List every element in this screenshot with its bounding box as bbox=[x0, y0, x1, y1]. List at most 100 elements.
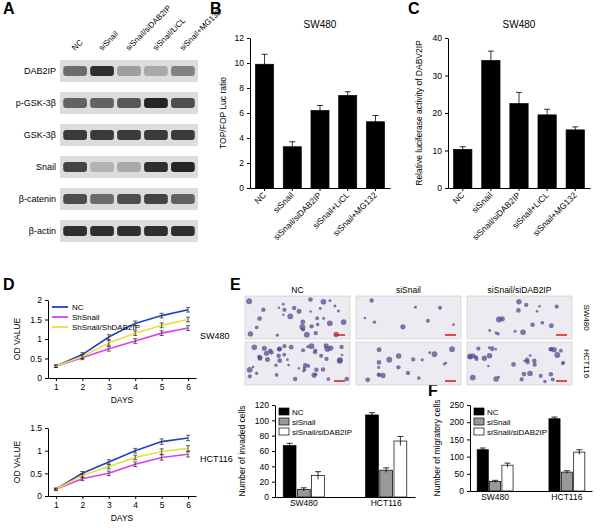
x-axis-tick-mark bbox=[347, 188, 348, 191]
legend-item: NC bbox=[474, 408, 499, 417]
cell bbox=[490, 346, 495, 351]
y-axis-tick: 20 bbox=[260, 477, 275, 487]
micrograph-field bbox=[245, 342, 350, 385]
error-line bbox=[135, 462, 136, 467]
x-axis-tick-label: siSnail+MG132 bbox=[531, 190, 579, 238]
error-cap bbox=[107, 345, 111, 346]
error-cap bbox=[186, 330, 190, 331]
x-axis-tick-label: 4 bbox=[133, 500, 138, 510]
micrograph bbox=[356, 342, 461, 385]
x-axis-tick: HCT116 bbox=[551, 491, 582, 502]
y-axis-tick-mark bbox=[247, 188, 250, 189]
error-cap bbox=[186, 457, 190, 458]
x-axis-tick: 4 bbox=[133, 378, 138, 392]
blot-band bbox=[144, 194, 168, 204]
error-cap bbox=[160, 323, 164, 324]
error-bar bbox=[317, 106, 323, 116]
panel-label: A bbox=[3, 0, 15, 17]
error-line bbox=[188, 435, 189, 440]
error-cap bbox=[383, 467, 389, 468]
bar bbox=[482, 61, 500, 189]
error-bar bbox=[107, 335, 111, 340]
y-axis-tick-label: 0 bbox=[459, 486, 464, 496]
y-axis: 010203040 bbox=[433, 33, 449, 193]
error-bar bbox=[80, 355, 84, 359]
error-line bbox=[108, 335, 109, 340]
error-bar bbox=[133, 339, 137, 344]
bar bbox=[454, 149, 472, 188]
cell bbox=[414, 306, 417, 309]
series-line bbox=[56, 448, 188, 489]
bar bbox=[394, 441, 407, 497]
series-line bbox=[56, 438, 188, 489]
y-axis-tick: 0.5 bbox=[30, 469, 48, 479]
blot-band bbox=[63, 66, 87, 76]
error-bar bbox=[107, 460, 111, 465]
cell bbox=[377, 347, 382, 352]
cell bbox=[511, 362, 516, 367]
cell bbox=[529, 354, 532, 357]
cell bbox=[417, 376, 421, 380]
plot-area bbox=[477, 417, 585, 491]
error-cap bbox=[315, 471, 321, 472]
error-line bbox=[303, 488, 304, 491]
cell bbox=[421, 358, 424, 361]
error-cap bbox=[160, 313, 164, 314]
y-axis-tick-label: 0.5 bbox=[30, 469, 42, 479]
error-bar bbox=[107, 471, 111, 476]
y-axis-tick-label: 20 bbox=[433, 108, 443, 118]
cell bbox=[248, 374, 252, 378]
error-cap bbox=[186, 307, 190, 308]
error-line bbox=[161, 313, 162, 318]
error-cap bbox=[107, 471, 111, 472]
y-axis-tick: 0 bbox=[437, 183, 448, 193]
cell bbox=[432, 351, 438, 357]
error-cap bbox=[133, 343, 137, 344]
cell bbox=[373, 320, 376, 323]
chart-title: SW480 bbox=[304, 19, 337, 30]
error-line bbox=[386, 468, 387, 473]
scale-bar bbox=[445, 380, 456, 382]
column-label: siSnail bbox=[396, 285, 421, 295]
y-axis-tick: 6 bbox=[239, 108, 250, 118]
cell bbox=[282, 314, 284, 316]
error-line bbox=[108, 471, 109, 476]
error-cap bbox=[160, 454, 164, 455]
x-axis-tick: siSnail bbox=[271, 188, 296, 215]
x-axis-tick: 3 bbox=[107, 378, 112, 392]
panel-label: D bbox=[3, 276, 15, 293]
row-label: Snail bbox=[36, 162, 56, 172]
y-axis: 024681012 bbox=[235, 33, 251, 193]
micrographs: NCsiSnailsiSnail/siDAB2IPSW480HCT116 bbox=[245, 285, 591, 385]
blot-band bbox=[63, 194, 87, 204]
bar bbox=[538, 115, 556, 188]
error-cap bbox=[133, 462, 137, 463]
y-axis-tick-label: 100 bbox=[450, 452, 464, 462]
x-axis-tick-label: siSnail/siDAB2IP bbox=[470, 190, 522, 242]
lane-label: siSnail bbox=[97, 29, 120, 52]
y-axis-tick-label: 10 bbox=[235, 58, 245, 68]
error-line bbox=[264, 54, 265, 74]
y-axis-tick-mark bbox=[247, 63, 250, 64]
cell bbox=[314, 331, 318, 335]
error-cap bbox=[345, 91, 351, 92]
legend-swatch bbox=[52, 316, 68, 318]
y-axis-tick-label: 12 bbox=[235, 33, 245, 43]
legend-label: NC bbox=[487, 408, 499, 417]
y-axis-tick: 250 bbox=[450, 400, 470, 410]
row-label: HCT116 bbox=[582, 349, 591, 379]
y-axis: 00.511.52 bbox=[30, 295, 48, 383]
cell bbox=[337, 309, 340, 312]
cell bbox=[380, 373, 385, 378]
x-axis-tick-mark bbox=[519, 188, 520, 191]
y-axis-tick-mark bbox=[247, 38, 250, 39]
error-cap bbox=[516, 92, 522, 93]
y-axis-tick: 1.5 bbox=[30, 315, 48, 325]
x-axis-tick-label: 5 bbox=[160, 382, 165, 392]
y-axis-line bbox=[48, 429, 49, 497]
cell bbox=[322, 317, 325, 320]
x-axis-tick-label: siSnail/siDAB2IP bbox=[271, 190, 323, 242]
legend-item: siSnail/siDAB2IP bbox=[474, 428, 547, 437]
y-axis-tick: 20 bbox=[433, 108, 448, 118]
y-axis-tick-label: 60 bbox=[260, 446, 270, 456]
